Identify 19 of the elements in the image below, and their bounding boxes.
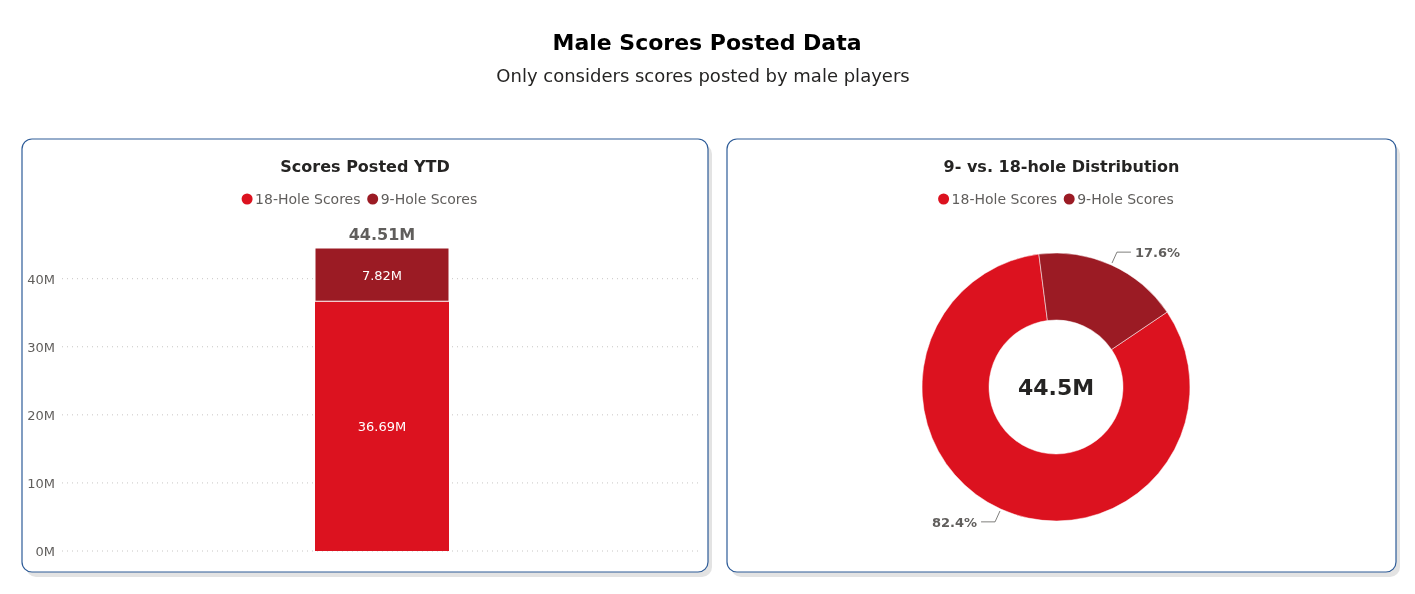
y-tick-label: 0M	[35, 544, 55, 559]
chart-title: Scores Posted YTD	[280, 157, 450, 176]
y-tick-label: 10M	[27, 475, 55, 491]
legend-label: 18-Hole Scores	[951, 191, 1058, 207]
text: Only considers scores posted by male players	[496, 65, 910, 86]
data-label: 82.4%	[931, 514, 978, 530]
data-label: 7.82M	[361, 267, 403, 283]
total-label: 44.51M	[348, 225, 416, 244]
text: Male Scores Posted Data	[552, 30, 862, 55]
y-tick-label: 30M	[27, 339, 55, 355]
text: 44.5M	[1017, 375, 1095, 400]
chart-title: 9- vs. 18-hole Distribution	[943, 157, 1180, 176]
legend-label: 9-Hole Scores	[380, 191, 478, 207]
data-label: 17.6%	[1134, 245, 1181, 261]
legend-label: 9-Hole Scores	[1077, 191, 1174, 207]
y-tick-label: 20M	[27, 407, 55, 423]
data-label: 36.69M	[357, 419, 407, 435]
y-tick-label: 40M	[27, 271, 55, 287]
legend-label: 18-Hole Scores	[255, 191, 361, 207]
